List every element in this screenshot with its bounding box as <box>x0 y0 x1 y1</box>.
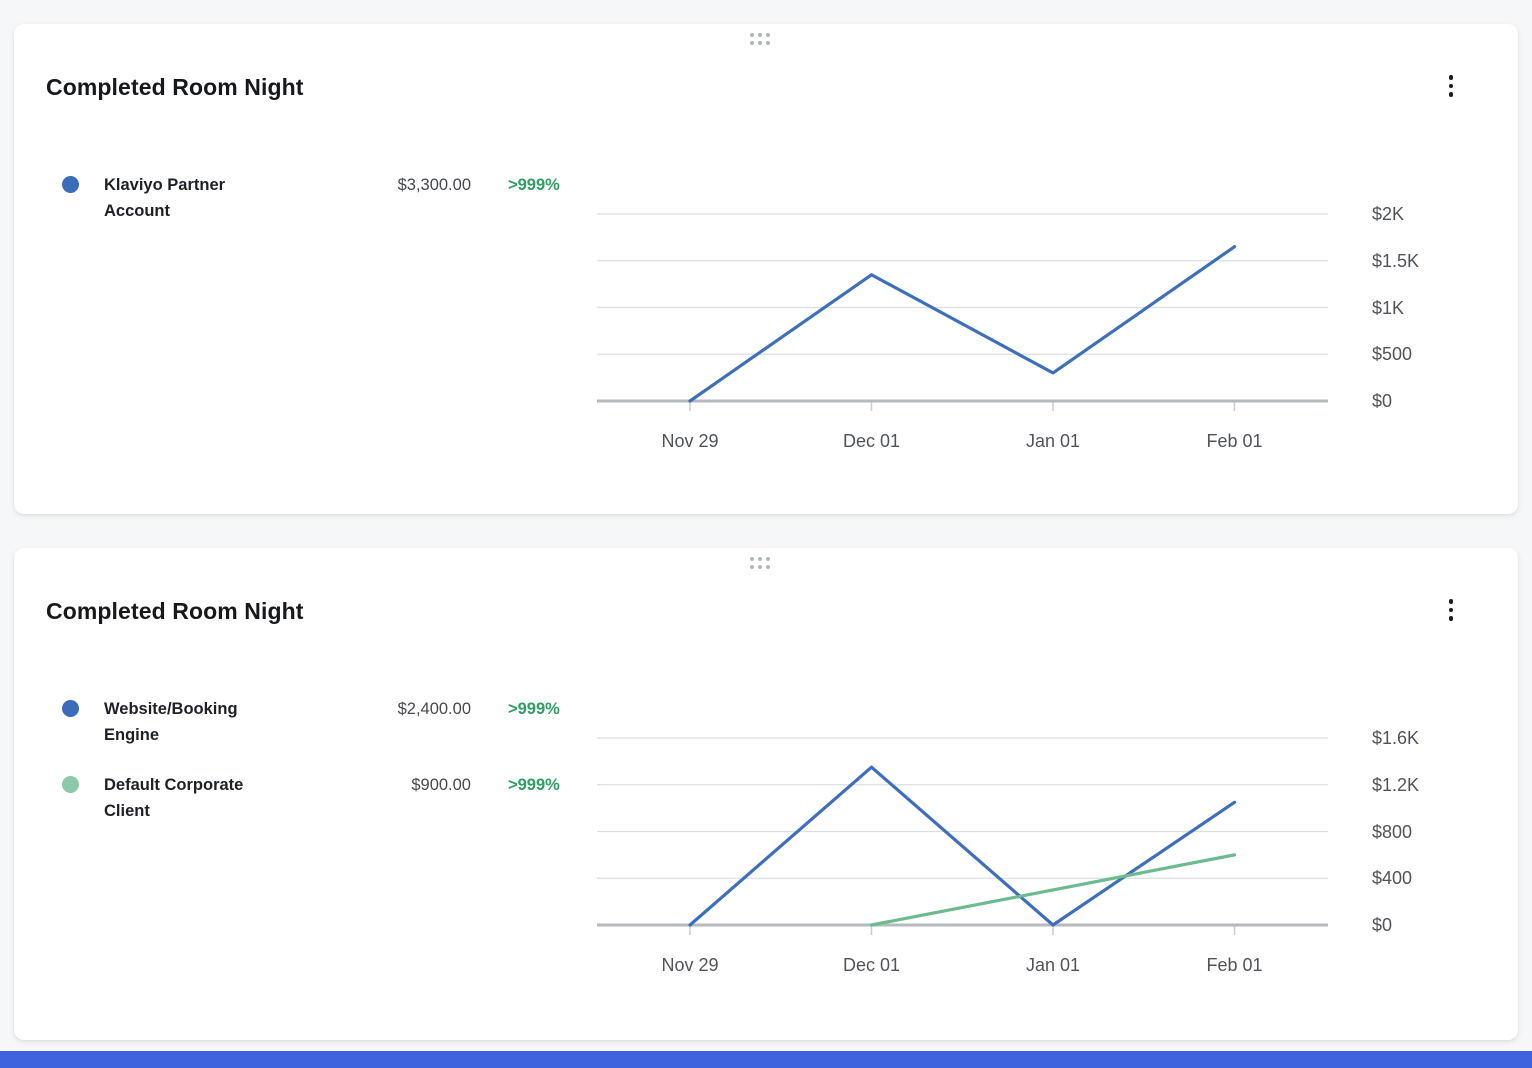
x-axis-label: Jan 01 <box>1025 431 1081 451</box>
card-title: Completed Room Night <box>46 598 304 624</box>
legend-label: Klaviyo Partner Account <box>104 176 226 220</box>
bottom-accent-bar <box>0 1051 1532 1068</box>
legend-change-badge: >999% <box>508 776 560 794</box>
line-chart: $2K $1.5K $1K $500 $0 Nov 29 Dec 01 Jan 01 Feb … <box>583 204 1503 472</box>
kebab-menu-icon <box>1448 92 1454 97</box>
more-options-button[interactable] <box>1438 68 1464 104</box>
kebab-menu-icon <box>1448 607 1454 613</box>
legend-value: $3,300.00 <box>397 176 471 194</box>
more-options-button[interactable] <box>1438 592 1464 628</box>
legend-item[interactable]: Klaviyo Partner Account $3,300.00 >999% <box>48 172 593 234</box>
y-axis-label: $500 <box>1372 344 1413 365</box>
legend-item[interactable]: Website/Booking Engine $2,400.00 >999% <box>48 696 593 758</box>
metric-card-completed-room-night-2: Completed Room Night Website/Booking Eng… <box>14 548 1518 1040</box>
legend-item[interactable]: Default Corporate Client $900.00 >999% <box>48 772 593 834</box>
y-axis-label: $1.2K <box>1372 774 1420 795</box>
x-axis-label: Dec 01 <box>842 955 901 975</box>
card-title: Completed Room Night <box>46 74 304 100</box>
drag-handle-icon[interactable] <box>750 33 770 45</box>
legend-change-badge: >999% <box>508 700 560 718</box>
kebab-menu-icon <box>1448 83 1454 89</box>
kebab-menu-icon <box>1448 616 1454 621</box>
legend-label: Default Corporate Client <box>104 776 244 820</box>
series-line[interactable] <box>688 765 1237 927</box>
x-axis-label: Dec 01 <box>842 431 901 451</box>
legend-label: Website/Booking Engine <box>104 700 238 744</box>
legend-change-badge: >999% <box>508 176 560 194</box>
series-line[interactable] <box>869 853 1237 927</box>
kebab-menu-icon <box>1448 599 1454 604</box>
line-chart: $1.6K $1.2K $800 $400 $0 Nov 29 Dec 01 Jan 01 F… <box>583 728 1503 996</box>
kebab-menu-icon <box>1448 75 1454 80</box>
y-axis-label: $0 <box>1372 391 1393 411</box>
metric-card-completed-room-night-1: Completed Room Night Klaviyo Partner Acc… <box>14 24 1518 514</box>
y-axis-label: $800 <box>1372 821 1413 842</box>
y-axis-label: $400 <box>1372 868 1413 889</box>
y-axis-label: $1.5K <box>1372 250 1420 271</box>
y-axis-label: $0 <box>1372 915 1393 935</box>
legend-value: $2,400.00 <box>397 700 471 718</box>
chart-svg[interactable] <box>597 730 1328 946</box>
x-axis-label: Feb 01 <box>1206 955 1263 975</box>
x-axis-label: Nov 29 <box>661 431 719 451</box>
chart-svg[interactable] <box>597 206 1328 422</box>
x-axis-label: Feb 01 <box>1206 431 1263 451</box>
series-line[interactable] <box>688 245 1237 403</box>
series-color-dot-icon <box>62 776 79 793</box>
x-axis-label: Jan 01 <box>1025 955 1081 975</box>
series-color-dot-icon <box>62 700 79 717</box>
x-axis-label: Nov 29 <box>661 955 719 975</box>
drag-handle-icon[interactable] <box>750 557 770 569</box>
series-color-dot-icon <box>62 176 79 193</box>
legend-value: $900.00 <box>411 776 471 794</box>
y-axis-label: $1.6K <box>1372 728 1420 748</box>
y-axis-label: $1K <box>1372 297 1405 318</box>
y-axis-label: $2K <box>1372 204 1405 224</box>
